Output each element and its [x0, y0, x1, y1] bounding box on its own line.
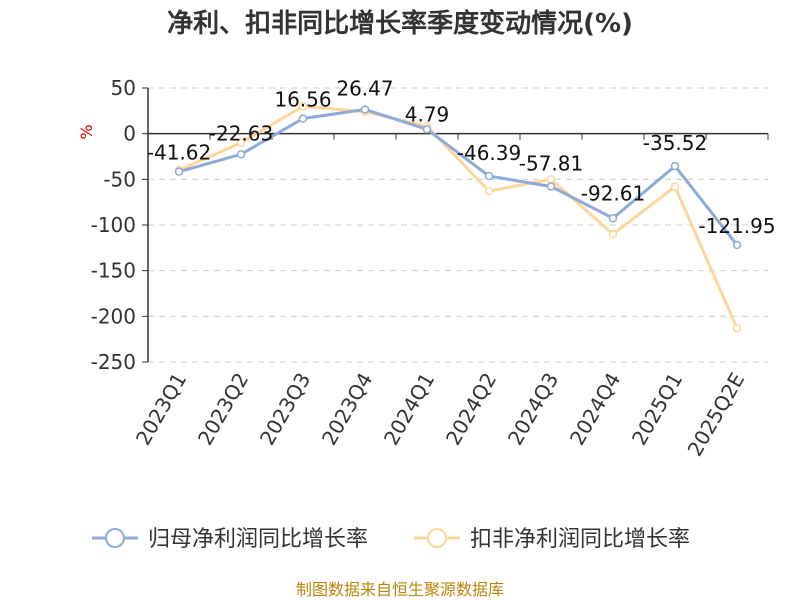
data-label: -41.62: [147, 141, 211, 165]
legend-label: 扣非净利润同比增长率: [470, 527, 690, 552]
y-tick-label: -100: [91, 213, 136, 237]
x-tick-label: 2023Q3: [255, 369, 315, 450]
data-label: 26.47: [336, 76, 393, 100]
data-point: [732, 323, 742, 333]
x-tick-label: 2025Q1: [627, 369, 687, 450]
legend-label: 归母净利润同比增长率: [148, 527, 368, 552]
data-label: -92.61: [581, 181, 645, 205]
x-tick-label: 2024Q1: [379, 369, 439, 450]
grid-lines: [148, 87, 768, 363]
legend-item[interactable]: 归母净利润同比增长率: [92, 527, 368, 552]
data-point: [422, 125, 432, 134]
series-line: [178, 104, 739, 329]
legend-swatch-marker: [427, 528, 447, 548]
data-point: [608, 214, 618, 223]
y-tick-label: -200: [91, 304, 136, 328]
y-tick-label: -150: [91, 259, 136, 283]
data-label: -57.81: [519, 151, 583, 175]
data-point: [484, 171, 494, 181]
data-label: 4.79: [405, 102, 450, 126]
data-point: [484, 186, 494, 196]
y-tick-label: -250: [91, 350, 136, 374]
x-tick-label: 2025Q2E: [683, 369, 750, 461]
data-point: [298, 102, 308, 111]
data-label: -22.63: [209, 121, 273, 145]
x-tick-label: 2024Q2: [441, 369, 501, 450]
series-lines: [174, 102, 742, 333]
y-tick-label: 50: [111, 76, 136, 100]
data-label: -35.52: [643, 131, 707, 155]
data-point: [670, 182, 680, 191]
x-tick-label: 2023Q1: [131, 369, 191, 450]
data-label: -46.39: [457, 141, 521, 165]
data-point: [546, 175, 556, 184]
x-tick-label: 2023Q4: [317, 369, 377, 450]
data-point: [732, 240, 742, 250]
legend-swatch-marker: [105, 528, 125, 548]
data-point: [608, 229, 618, 239]
data-point: [546, 182, 556, 191]
data-point: [236, 150, 246, 159]
x-tick-label: 2024Q3: [503, 369, 563, 450]
y-axis-unit: %: [77, 124, 96, 139]
data-label: 16.56: [274, 88, 331, 112]
x-tick-label: 2023Q2: [193, 369, 253, 450]
chart-title: 净利、扣非同比增长率季度变动情况(%): [167, 8, 633, 39]
data-point: [670, 161, 680, 171]
y-tick-label: 0: [123, 122, 136, 146]
data-point: [298, 114, 308, 123]
legend-item[interactable]: 扣非净利润同比增长率: [414, 527, 690, 552]
y-tick-label: -50: [103, 167, 136, 191]
data-point: [174, 167, 184, 176]
legend[interactable]: 归母净利润同比增长率 扣非净利润同比增长率: [92, 527, 690, 552]
data-point: [236, 138, 246, 148]
data-point: [360, 105, 370, 114]
source-note: 制图数据来自恒生聚源数据库: [296, 580, 504, 599]
series-line: [178, 107, 739, 246]
data-label: -121.95: [698, 214, 775, 238]
x-tick-label: 2024Q4: [565, 369, 625, 450]
